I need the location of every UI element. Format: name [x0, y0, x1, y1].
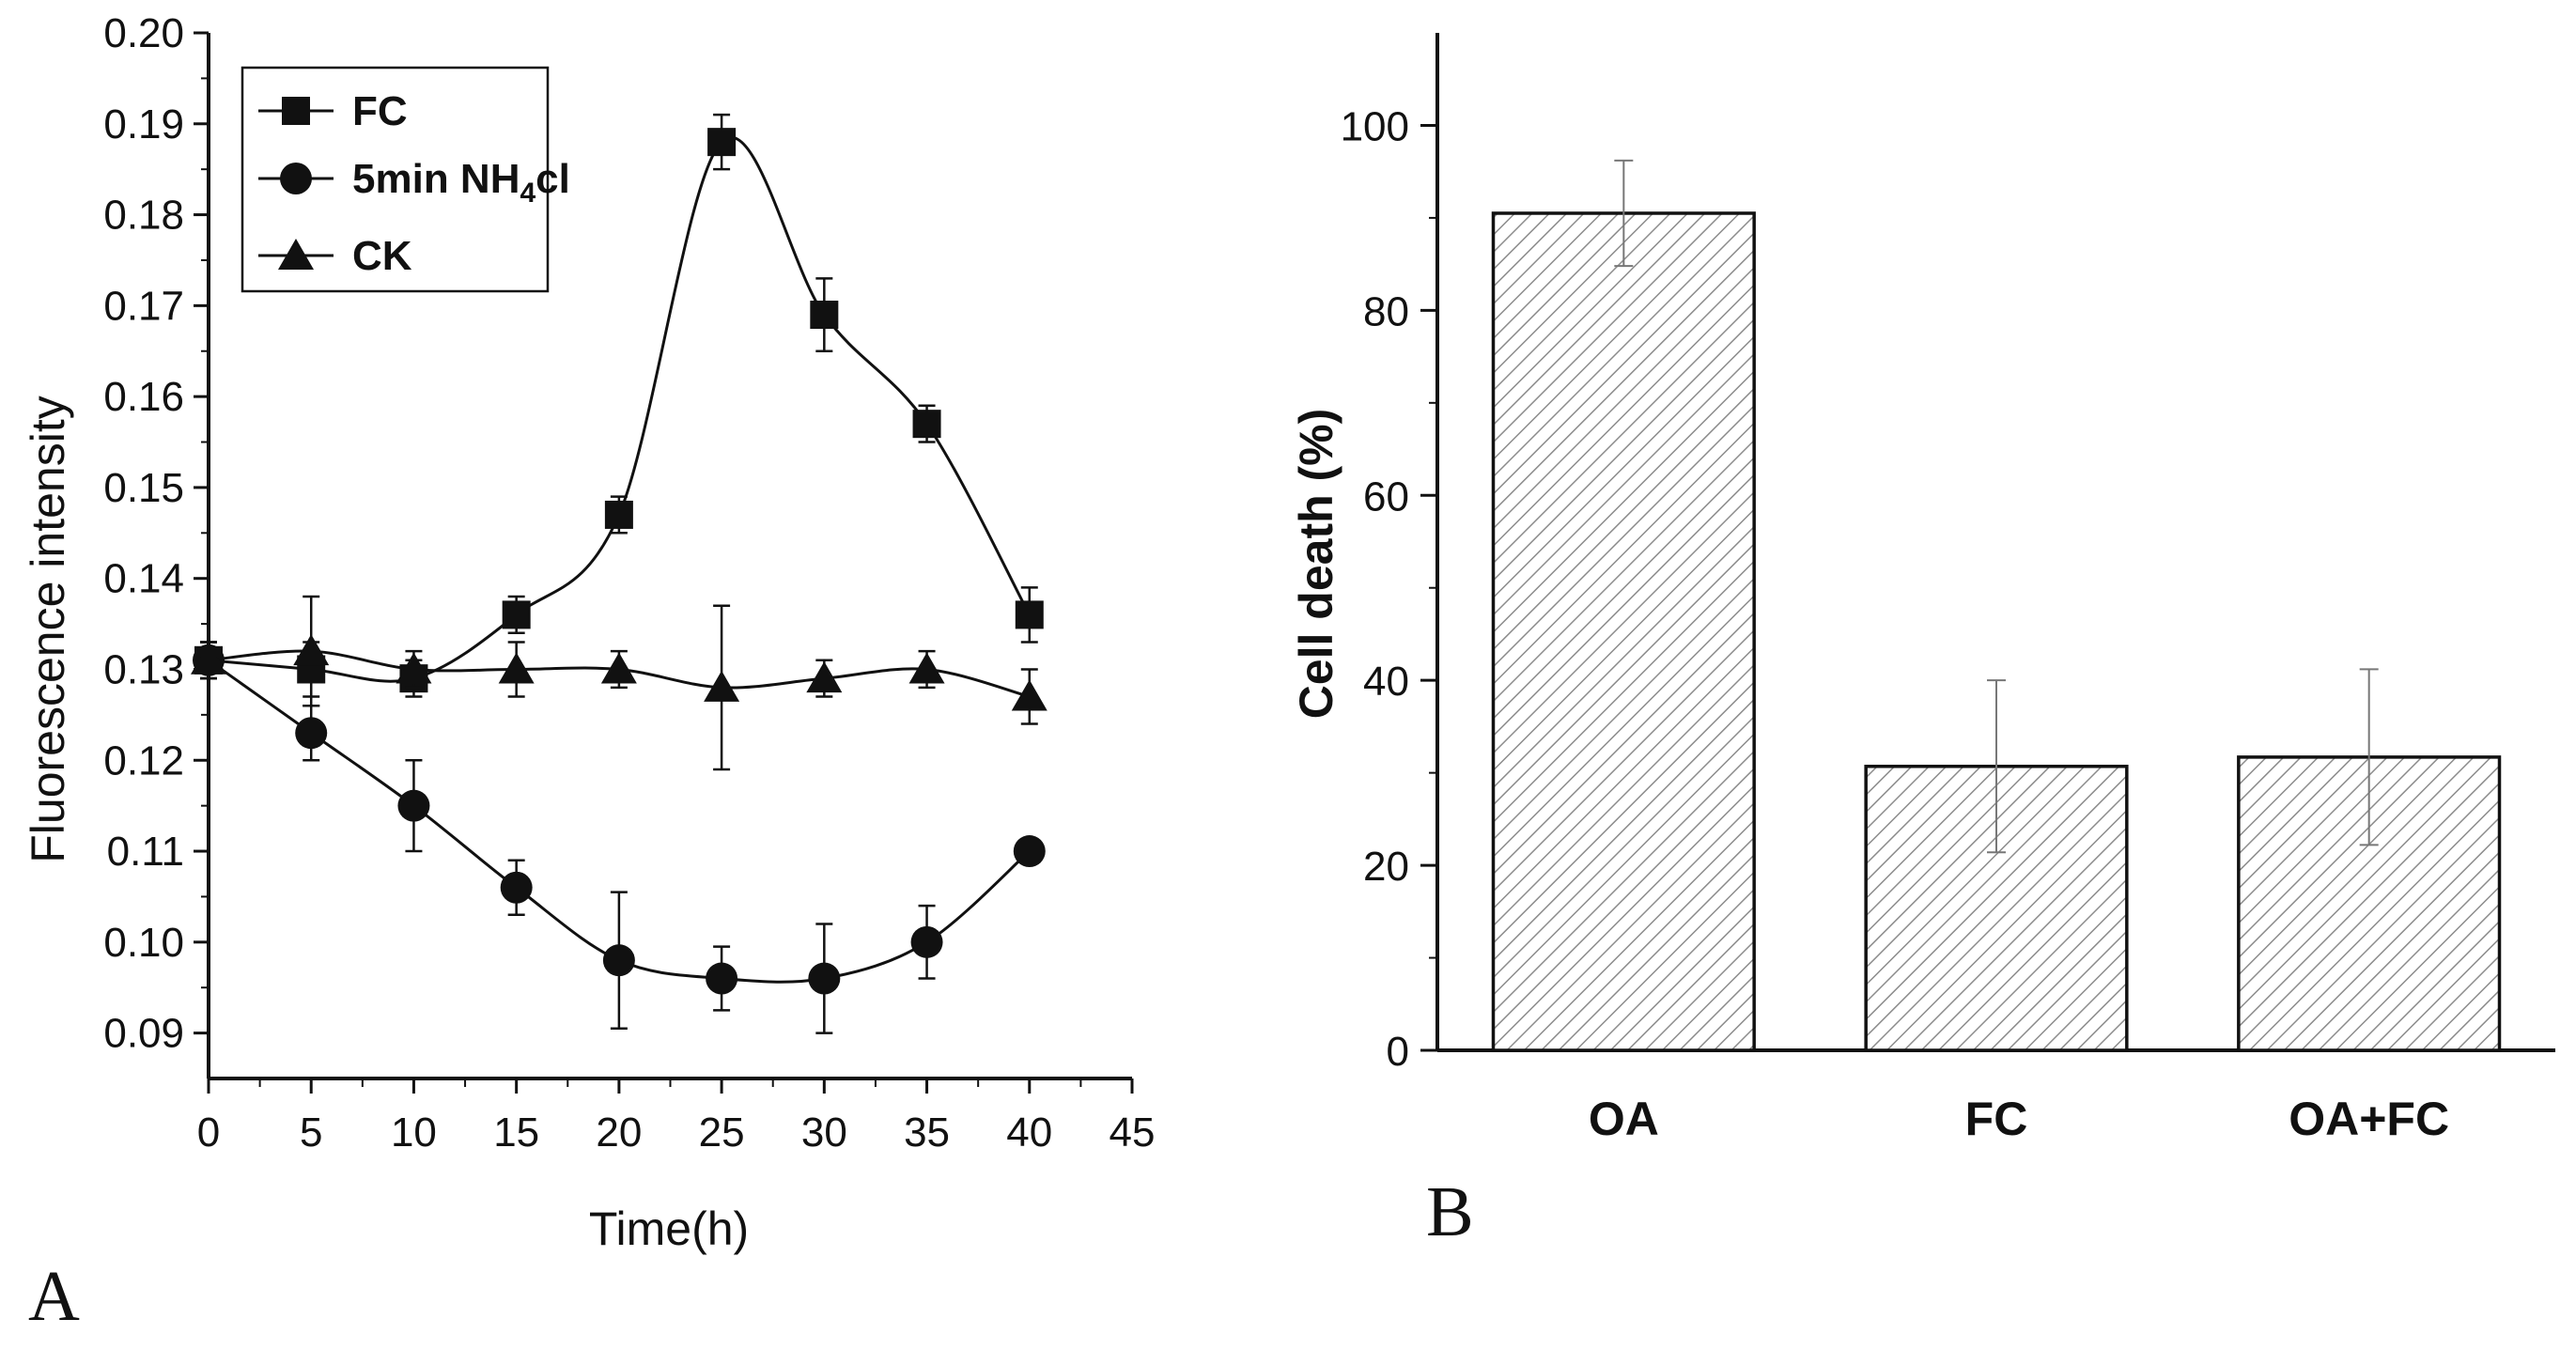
panel-a-x-axis-title: Time(h) [589, 1203, 749, 1255]
b-y-tick-label: 0 [1387, 1029, 1409, 1075]
legend-entry-fc: FC [258, 88, 408, 134]
a-y-tick-label: 0.09 [103, 1011, 184, 1057]
a-y-tick-label: 0.19 [103, 101, 184, 147]
legend-nh4cl-suffix: cl [535, 156, 570, 202]
a-x-tick-label: 25 [699, 1109, 745, 1156]
a-x-tick-label: 40 [1006, 1109, 1052, 1156]
data-point-triangle [704, 670, 740, 702]
legend-entry-nh4cl: 5min NH4cl [258, 156, 570, 209]
legend-fc-label: FC [352, 88, 408, 134]
a-y-tick-label: 0.10 [103, 920, 184, 966]
panel-b-y-ticks: 0 20 40 60 80 100 [1341, 103, 1437, 1075]
a-y-tick-label: 0.16 [103, 374, 184, 420]
panel-a-legend: FC 5min NH4cl CK [241, 66, 570, 293]
a-x-tick-label: 10 [391, 1109, 437, 1156]
panel-a-y-axis-title: Fluorescence intensity [22, 396, 74, 862]
data-point-square [1015, 600, 1044, 629]
data-point-triangle [498, 652, 535, 684]
data-point-circle [397, 789, 430, 822]
a-x-tick-label: 0 [197, 1109, 220, 1156]
bar-fc [1864, 764, 2129, 1052]
legend-entry-ck: CK [258, 233, 412, 279]
a-y-tick-label: 0.17 [103, 283, 184, 329]
a-x-tick-label: 15 [493, 1109, 539, 1156]
b-y-tick-label: 100 [1341, 103, 1409, 149]
panel-b-category-labels: OA FC OA+FC [1589, 1093, 2449, 1145]
data-point-triangle [396, 652, 432, 684]
a-y-tick-label: 0.14 [103, 556, 184, 602]
panel-b-label: B [1426, 1172, 1474, 1251]
panel-a-series [191, 113, 1047, 1034]
a-y-tick-label: 0.13 [103, 646, 184, 692]
panel-a-y-ticks: 0.09 0.10 0.11 0.12 0.13 0.14 0.15 0.16 0.17 0.18… [103, 10, 209, 1057]
panel-b-bar-chart: 0 20 40 60 80 100 OA FC OA+FC Cell death (%) B [1290, 33, 2555, 1251]
data-point-triangle [600, 652, 637, 684]
data-point-circle [500, 871, 533, 904]
data-point-circle [808, 962, 841, 995]
a-y-tick-label: 0.20 [103, 10, 184, 56]
b-y-tick-label: 60 [1363, 473, 1409, 520]
legend-nh4cl-circle-marker [280, 163, 312, 194]
category-label: FC [1965, 1093, 2028, 1145]
series-triangle [191, 595, 1047, 771]
data-point-circle [706, 962, 738, 995]
a-y-tick-label: 0.18 [103, 193, 184, 239]
a-x-tick-label: 35 [904, 1109, 950, 1156]
panel-a-line-chart: 0.09 0.10 0.11 0.12 0.13 0.14 0.15 0.16 0.17 0.18… [22, 10, 1155, 1336]
a-x-tick-label: 30 [801, 1109, 847, 1156]
legend-ck-label: CK [352, 233, 412, 279]
data-point-circle [910, 925, 943, 958]
legend-ck-triangle-marker [278, 239, 314, 270]
data-point-triangle [908, 652, 945, 684]
data-point-triangle [1011, 679, 1047, 711]
data-point-square [810, 301, 839, 330]
data-point-square [912, 410, 941, 439]
series-circle [193, 641, 1046, 1034]
data-point-triangle [191, 643, 226, 675]
data-point-triangle [806, 661, 843, 693]
a-y-tick-label: 0.11 [107, 829, 184, 875]
data-point-circle [1013, 835, 1046, 868]
legend-nh4cl-subscript: 4 [520, 178, 535, 209]
a-x-tick-label: 20 [596, 1109, 642, 1156]
category-label: OA [1589, 1093, 1659, 1145]
b-y-tick-label: 20 [1363, 844, 1409, 890]
a-x-tick-label: 45 [1110, 1109, 1156, 1156]
series-line-square [208, 136, 1032, 683]
bar-oa [1491, 211, 1756, 1052]
data-point-square [502, 600, 531, 629]
b-y-tick-label: 40 [1363, 659, 1409, 705]
a-x-tick-label: 5 [300, 1109, 322, 1156]
panel-a-label: A [28, 1257, 80, 1336]
a-y-tick-label: 0.12 [103, 737, 184, 784]
panel-b-y-axis-title: Cell death (%) [1290, 409, 1342, 720]
legend-fc-square-marker [282, 97, 310, 125]
data-point-circle [295, 717, 328, 750]
legend-nh4cl-label: 5min NH4cl [352, 156, 570, 209]
a-y-tick-label: 0.15 [103, 465, 184, 511]
data-point-square [707, 128, 737, 157]
category-label: OA+FC [2289, 1093, 2449, 1145]
data-point-circle [602, 944, 635, 977]
data-point-square [604, 500, 633, 529]
b-y-tick-label: 80 [1363, 288, 1409, 334]
data-point-triangle [293, 634, 330, 666]
panel-a-x-ticks: 0 5 10 15 20 25 30 35 40 45 [197, 1078, 1156, 1156]
panel-b-bars [1491, 159, 2502, 1052]
legend-nh4cl-main: 5min NH [352, 156, 520, 202]
